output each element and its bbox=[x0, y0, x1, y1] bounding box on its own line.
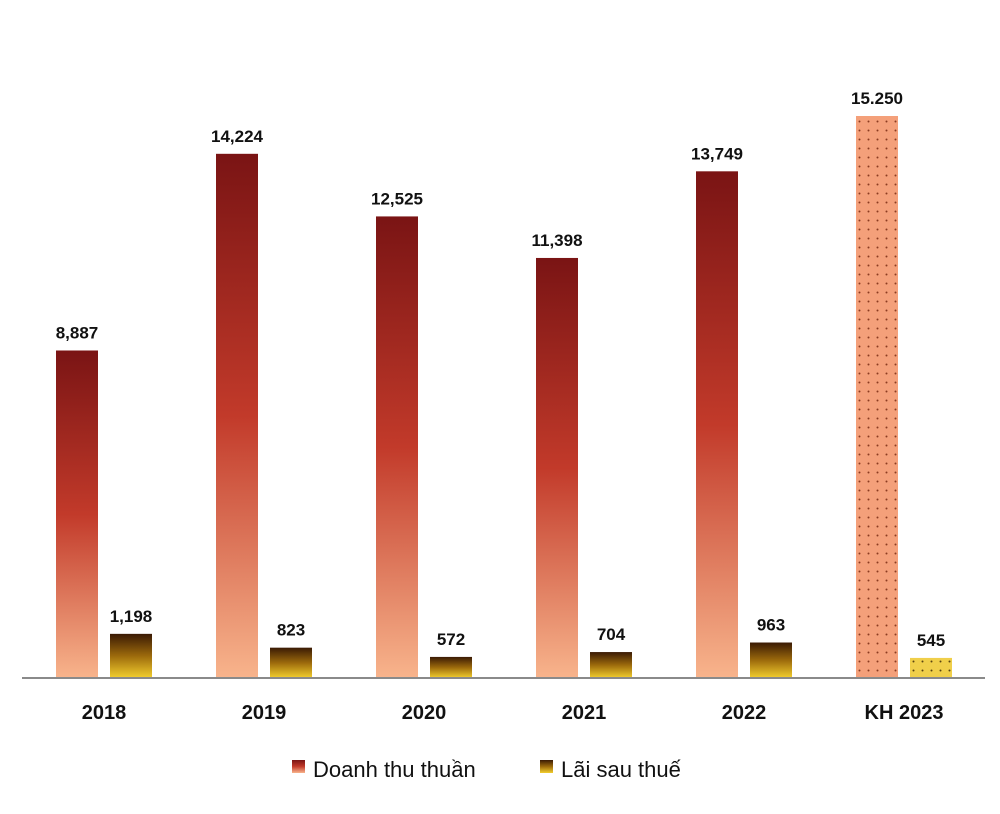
bar-profit-2018 bbox=[110, 633, 152, 678]
labels-layer: 8,887 1,198 2018 14,224 823 2019 12,525 572 2020… bbox=[56, 89, 945, 724]
data-label-profit-kh-2023: 545 bbox=[917, 631, 945, 650]
data-label-revenue-2021: 11,398 bbox=[531, 231, 582, 250]
legend-swatch-revenue bbox=[292, 760, 305, 773]
x-tick-label-2021: 2021 bbox=[562, 702, 607, 724]
legend-swatch-profit bbox=[540, 760, 553, 773]
data-label-revenue-kh-2023: 15.250 bbox=[851, 89, 903, 108]
data-label-profit-2018: 1,198 bbox=[110, 607, 153, 626]
bar-revenue-2019 bbox=[216, 153, 258, 679]
bar-revenue-2022 bbox=[696, 171, 738, 678]
x-tick-label-2019: 2019 bbox=[242, 702, 287, 724]
data-label-revenue-2018: 8,887 bbox=[56, 323, 99, 342]
data-label-revenue-2020: 12,525 bbox=[371, 189, 423, 208]
data-label-profit-2019: 823 bbox=[277, 621, 305, 640]
legend: Doanh thu thuần Lãi sau thuế bbox=[292, 757, 681, 782]
bar-profit-2020 bbox=[430, 656, 472, 678]
bars-layer bbox=[56, 116, 952, 679]
bar-profit-kh-2023 bbox=[910, 657, 952, 678]
legend-label-profit: Lãi sau thuế bbox=[561, 757, 681, 782]
bar-revenue-2018 bbox=[56, 350, 98, 678]
data-label-revenue-2022: 13,749 bbox=[691, 144, 743, 163]
data-label-profit-2021: 704 bbox=[597, 625, 626, 644]
legend-label-revenue: Doanh thu thuần bbox=[313, 757, 476, 782]
data-label-profit-2022: 963 bbox=[757, 616, 785, 635]
bar-revenue-2021 bbox=[536, 257, 578, 678]
data-label-profit-2020: 572 bbox=[437, 630, 465, 649]
bar-profit-2021 bbox=[590, 652, 632, 678]
x-tick-label-2020: 2020 bbox=[402, 702, 447, 724]
bar-profit-2022 bbox=[750, 642, 792, 678]
x-tick-label-2022: 2022 bbox=[722, 702, 767, 724]
data-label-revenue-2019: 14,224 bbox=[211, 127, 264, 146]
x-tick-label-2018: 2018 bbox=[82, 702, 127, 724]
bar-revenue-2020 bbox=[376, 216, 418, 678]
bar-revenue-kh-2023 bbox=[856, 116, 898, 678]
bar-profit-2019 bbox=[270, 647, 312, 678]
x-tick-label-kh-2023: KH 2023 bbox=[865, 702, 944, 724]
